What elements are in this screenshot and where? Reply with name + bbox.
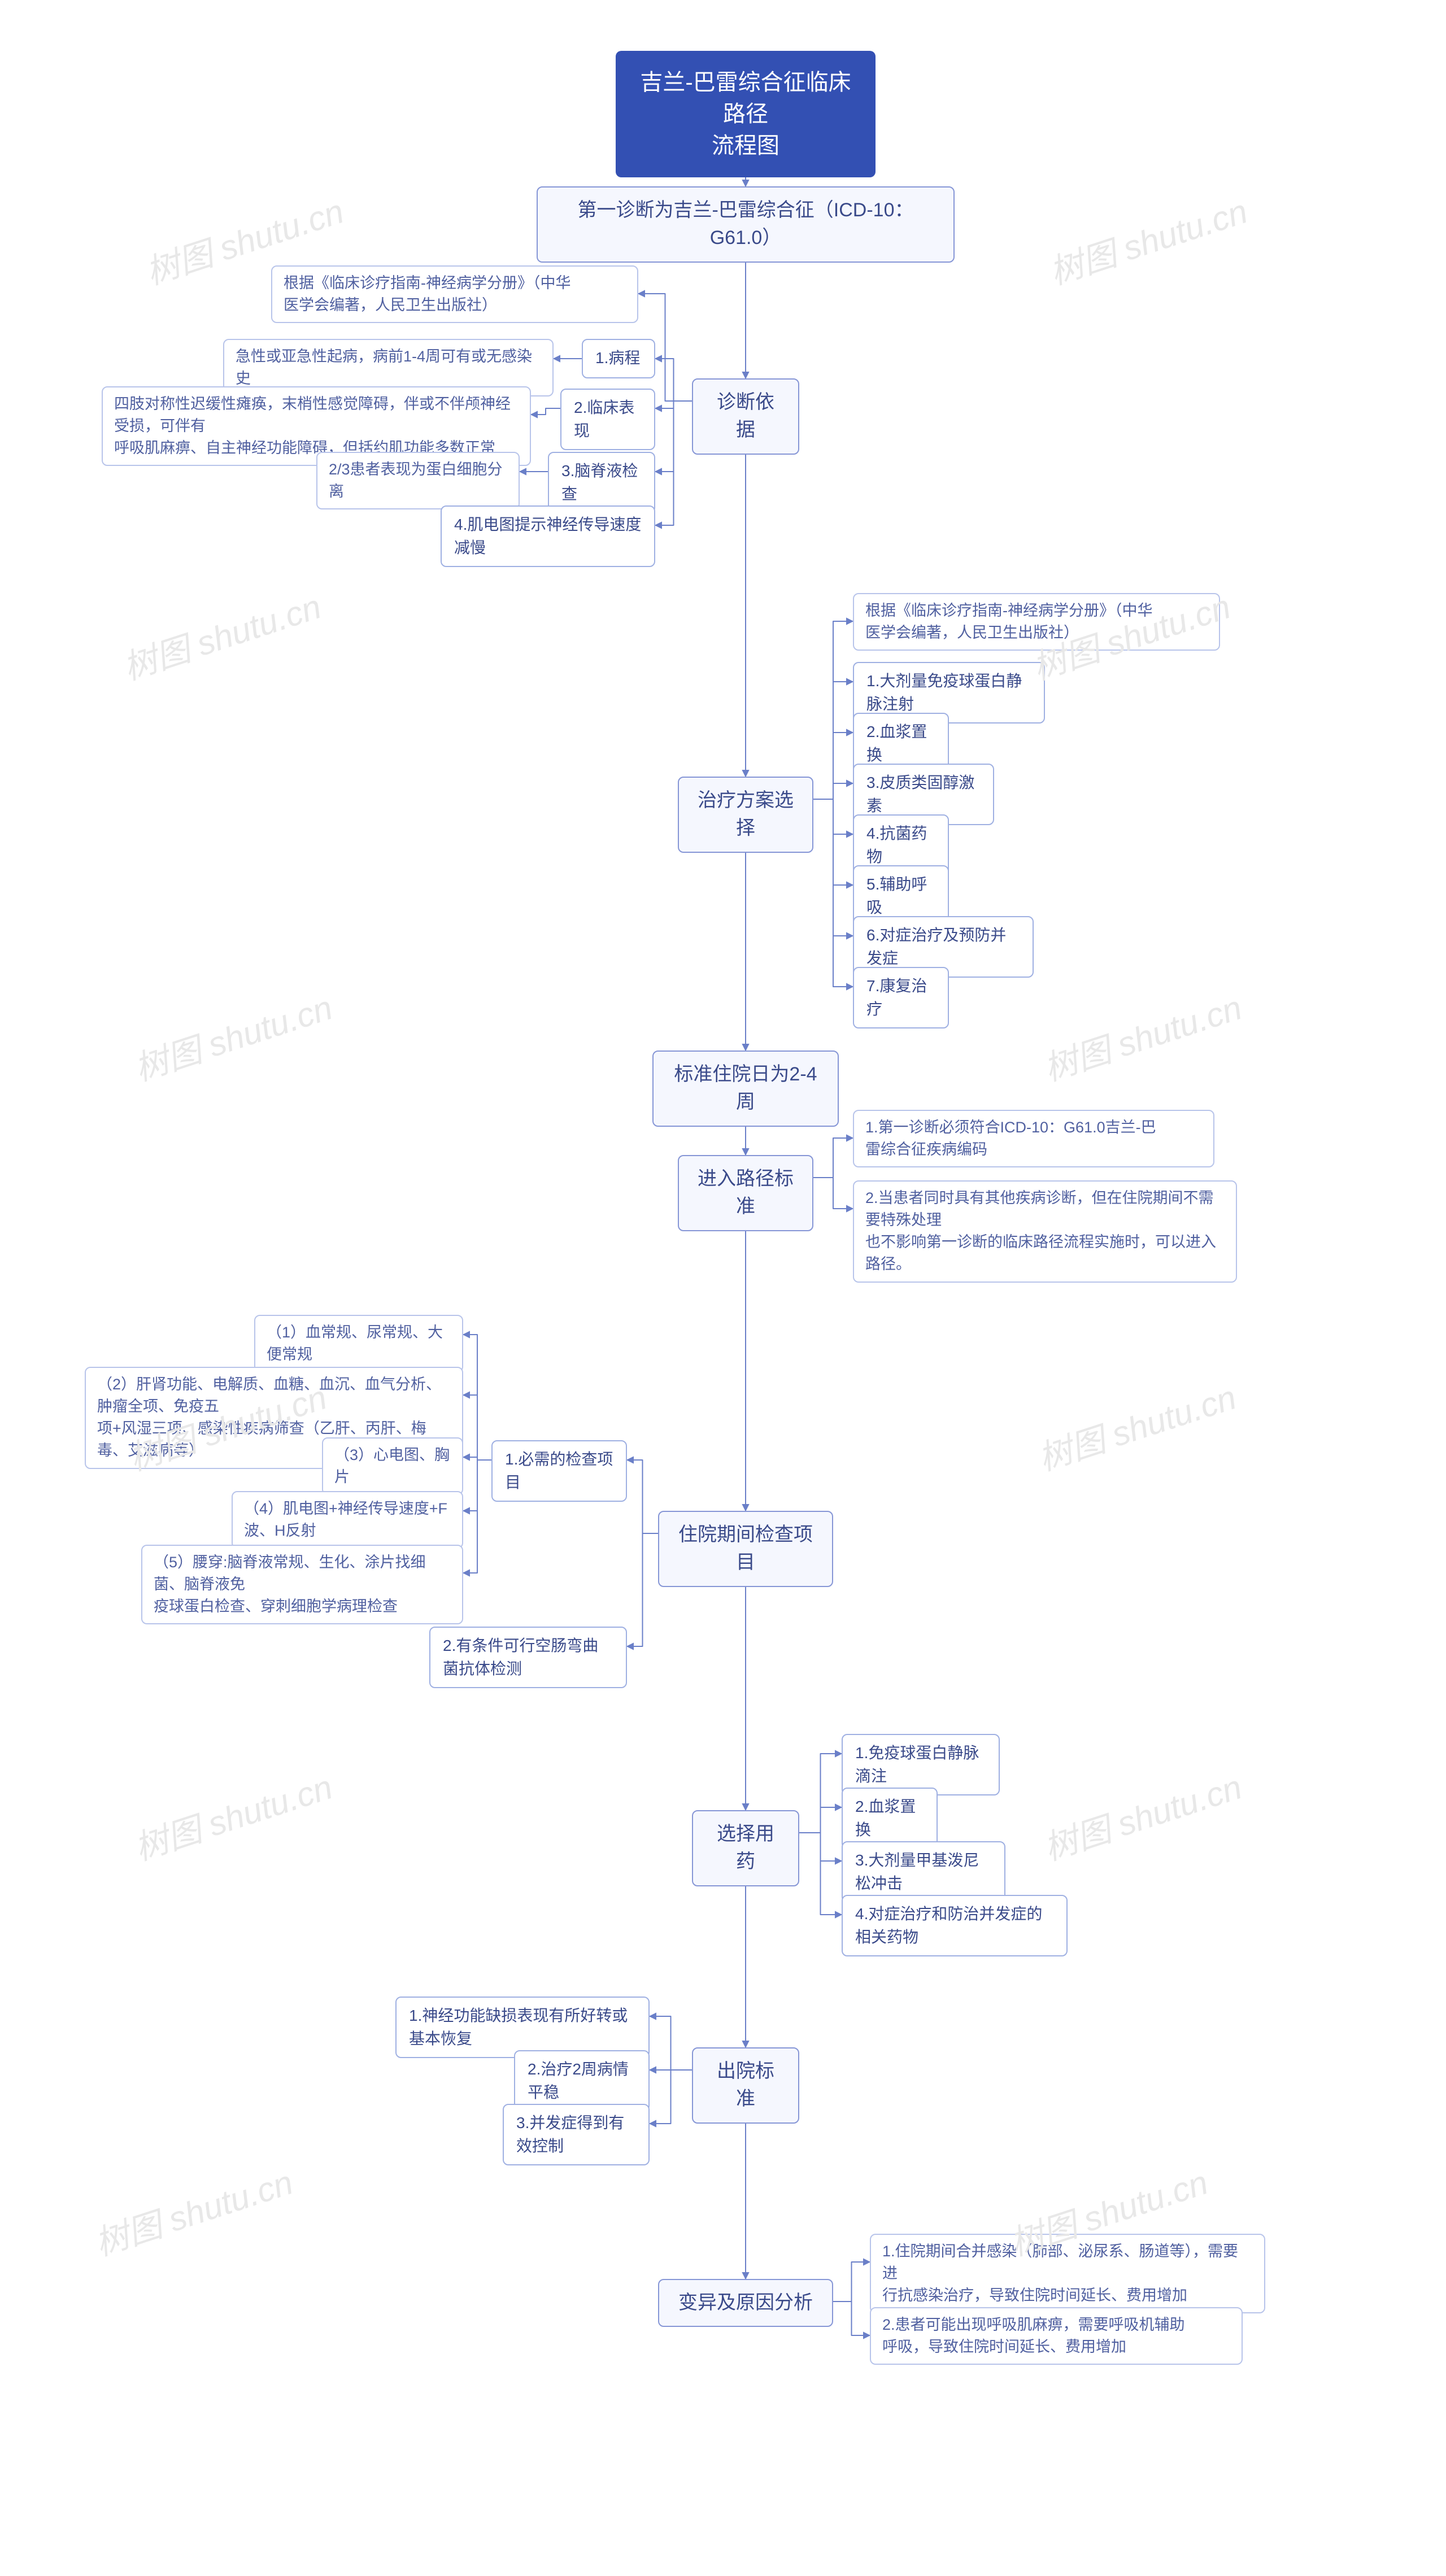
node-m9a: 1.住院期间合并感染（肺部、泌尿系、肠道等），需要进 行抗感染治疗，导致住院时间…: [870, 2234, 1265, 2313]
node-m6a1: （1）血常规、尿常规、大便常规: [254, 1315, 463, 1372]
node-m7d: 4.对症治疗和防治并发症的相关药物: [842, 1895, 1068, 1956]
node-m8: 出院标准: [692, 2047, 799, 2124]
flowchart-canvas: 吉兰-巴雷综合征临床路径 流程图第一诊断为吉兰-巴雷综合征（ICD-10：G61…: [0, 0, 1446, 2576]
edge-m7-m7c: [799, 1833, 842, 1861]
edge-m2-m2b: [655, 401, 692, 408]
edge-m9-m9a: [833, 2262, 870, 2302]
edge-m7-m7d: [799, 1833, 842, 1915]
edge-m6-m6a: [627, 1460, 658, 1533]
node-m5: 进入路径标准: [678, 1155, 813, 1231]
edge-m7-m7b: [799, 1807, 842, 1833]
edge-m6-m6b: [627, 1533, 658, 1646]
node-m8a: 1.神经功能缺损表现有所好转或基本恢复: [395, 1997, 650, 2058]
edge-m3-m3c: [813, 783, 853, 799]
node-m8b: 2.治疗2周病情平稳: [514, 2050, 650, 2112]
edge-m3-m3d: [813, 799, 853, 834]
node-root: 吉兰-巴雷综合征临床路径 流程图: [616, 51, 876, 177]
node-m2a: 1.病程: [582, 339, 655, 378]
edge-m2-m2c: [655, 401, 692, 472]
edge-m2-m2d: [655, 401, 692, 525]
edge-m5-m5a: [813, 1138, 853, 1178]
watermark: 树图 shutu.cn: [116, 579, 326, 690]
edge-m6a-m6a3: [463, 1457, 491, 1460]
node-m5b: 2.当患者同时具有其他疾病诊断，但在住院期间不需要特殊处理 也不影响第一诊断的临…: [853, 1180, 1237, 1283]
edge-m7-m7a: [799, 1754, 842, 1833]
node-m3g: 7.康复治疗: [853, 967, 949, 1028]
node-m9b: 2.患者可能出现呼吸肌麻痹，需要呼吸机辅助 呼吸，导致住院时间延长、费用增加: [870, 2307, 1243, 2365]
edge-m5-m5b: [813, 1178, 853, 1209]
node-m3r: 根据《临床诊疗指南-神经病学分册》（中华 医学会编著，人民卫生出版社）: [853, 593, 1220, 651]
node-m7: 选择用药: [692, 1810, 799, 1886]
node-m7c: 3.大剂量甲基泼尼松冲击: [842, 1841, 1005, 1903]
node-m6a4: （4）肌电图+神经传导速度+F波、H反射: [232, 1491, 463, 1549]
edge-m3-m3f: [813, 799, 853, 936]
edge-m8-m8a: [650, 2016, 692, 2070]
edge-m3-m3r: [813, 621, 853, 799]
watermark: 树图 shutu.cn: [1031, 1370, 1242, 1480]
node-m2: 诊断依据: [692, 378, 799, 455]
node-m4: 标准住院日为2-4周: [652, 1051, 839, 1127]
node-m7b: 2.血浆置换: [842, 1788, 938, 1849]
node-m2b: 2.临床表现: [560, 389, 655, 450]
node-m6: 住院期间检查项目: [658, 1511, 833, 1587]
node-m8c: 3.并发症得到有效控制: [503, 2104, 650, 2165]
edge-m9-m9b: [833, 2302, 870, 2335]
node-m1: 第一诊断为吉兰-巴雷综合征（ICD-10：G61.0）: [537, 186, 955, 263]
watermark: 树图 shutu.cn: [88, 2155, 298, 2265]
node-m2d: 4.肌电图提示神经传导速度减慢: [441, 505, 655, 567]
node-m3: 治疗方案选择: [678, 777, 813, 853]
node-m9: 变异及原因分析: [658, 2279, 833, 2327]
node-m7a: 1.免疫球蛋白静脉滴注: [842, 1734, 1000, 1795]
node-m5a: 1.第一诊断必须符合ICD-10：G61.0吉兰-巴 雷综合征疾病编码: [853, 1110, 1214, 1167]
node-m6a5: （5）腰穿:脑脊液常规、生化、涂片找细菌、脑脊液免 疫球蛋白检查、穿刺细胞学病理…: [141, 1545, 463, 1624]
edge-m8-m8c: [650, 2070, 692, 2124]
edge-m3-m3a: [813, 682, 853, 799]
node-m6a3: （3）心电图、胸片: [322, 1437, 463, 1495]
edge-m6a-m6a2: [463, 1395, 491, 1460]
node-m2c1: 2/3患者表现为蛋白细胞分离: [316, 452, 520, 509]
watermark: 树图 shutu.cn: [1036, 980, 1247, 1091]
edge-m6a-m6a1: [463, 1335, 491, 1460]
watermark: 树图 shutu.cn: [127, 980, 338, 1091]
node-m2c: 3.脑脊液检查: [548, 452, 655, 513]
edge-m2b-m2b1: [531, 408, 560, 415]
edge-m2-m2a: [655, 359, 692, 401]
edge-m3-m3b: [813, 733, 853, 799]
edge-m6a-m6a4: [463, 1460, 491, 1511]
node-m2r: 根据《临床诊疗指南-神经病学分册》（中华 医学会编著，人民卫生出版社）: [271, 265, 638, 323]
watermark: 树图 shutu.cn: [1042, 184, 1253, 294]
node-m6b: 2.有条件可行空肠弯曲菌抗体检测: [429, 1627, 627, 1688]
edge-m3-m3g: [813, 799, 853, 987]
edge-m6a-m6a5: [463, 1460, 491, 1573]
edge-m3-m3e: [813, 799, 853, 885]
watermark: 树图 shutu.cn: [1036, 1760, 1247, 1870]
watermark: 树图 shutu.cn: [127, 1760, 338, 1870]
node-m6a: 1.必需的检查项目: [491, 1440, 627, 1502]
